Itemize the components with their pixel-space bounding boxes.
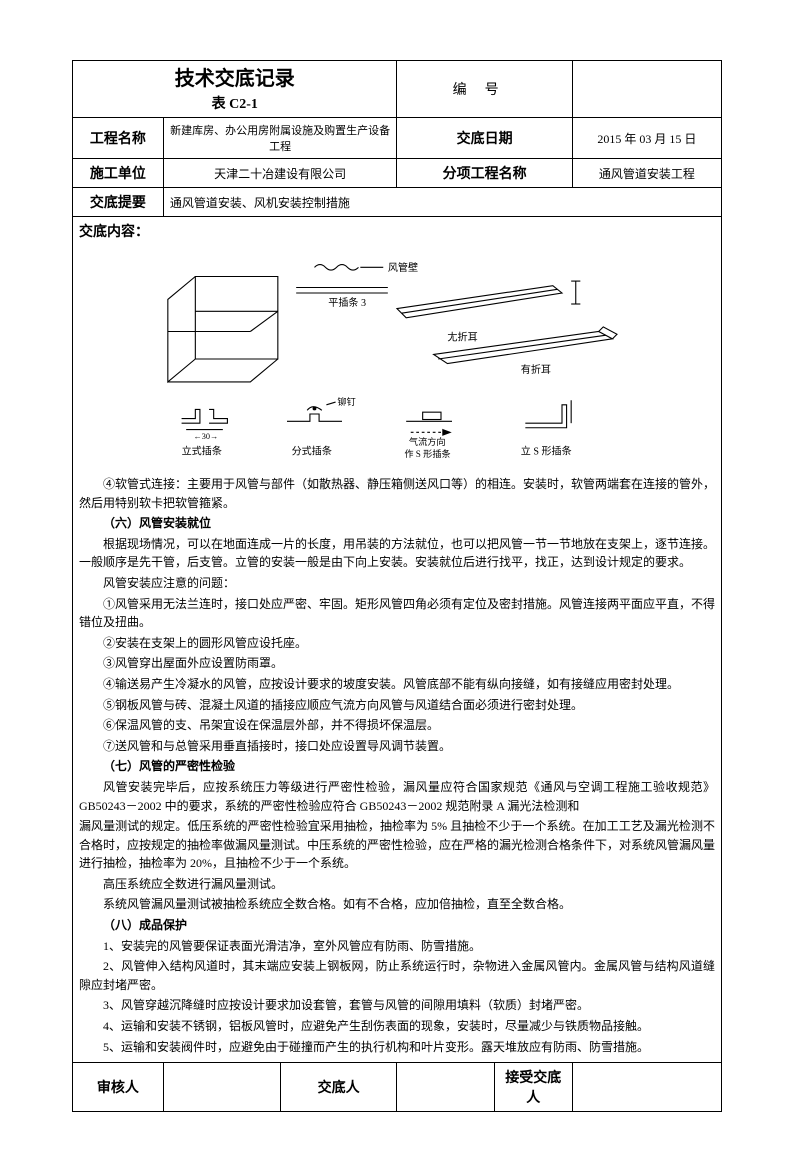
- unit-label: 施工单位: [73, 159, 164, 188]
- summary-value: 通风管道安装、风机安装控制措施: [163, 188, 721, 217]
- p14: 系统风管漏风量测试被抽检系统应全数合格。如有不合格，应加倍抽检，直至全数合格。: [79, 895, 715, 914]
- unit-value: 天津二十冶建设有限公司: [163, 159, 397, 188]
- receiver-value: [572, 1063, 721, 1112]
- p18: 4、运输和安装不锈钢，铝板风管时，应避免产生刮伤表面的现象，安装时，尽量减少与铁…: [79, 1017, 715, 1036]
- title-cell: 技术交底记录 表 C2-1: [73, 61, 397, 118]
- label-wall: 风管壁: [388, 261, 418, 274]
- serial-label: 编号: [397, 61, 572, 118]
- p16: 2、风管伸入结构风道时，其末端应安装上钢板网，防止系统运行时，杂物进入金属风管内…: [79, 957, 715, 994]
- content-label: 交底内容：: [73, 217, 722, 246]
- reviewer-value: [163, 1063, 280, 1112]
- date-label: 交底日期: [397, 118, 572, 159]
- p7: ④输送易产生冷凝水的风管，应按设计要求的坡度安装。风管底部不能有纵向接缝，如有接…: [79, 675, 715, 694]
- title-main: 技术交底记录: [79, 65, 390, 93]
- p10: ⑦送风管和与总管采用垂直插接时，接口处应设置导风调节装置。: [79, 737, 715, 756]
- project-name-label: 工程名称: [73, 118, 164, 159]
- title-sub: 表 C2-1: [79, 93, 390, 113]
- presenter-value: [397, 1063, 494, 1112]
- label-flat: 平插条 3: [328, 296, 366, 309]
- p6: ③风管穿出屋面外应设置防雨罩。: [79, 654, 715, 673]
- label-ls: 立 S 形插条: [521, 444, 572, 457]
- record-table: 技术交底记录 表 C2-1 编号 工程名称 新建库房、办公用房附属设施及购置生产…: [72, 60, 722, 1112]
- p12: 漏风量测试的规定。低压系统的严密性检验宜采用抽检，抽检率为 5% 且抽检不少于一…: [79, 817, 715, 873]
- subproject-value: 通风管道安装工程: [572, 159, 721, 188]
- p3: 风管安装应注意的问题：: [79, 574, 715, 593]
- label-fen: 分式插条: [292, 444, 332, 457]
- p13: 高压系统应全数进行漏风量测试。: [79, 875, 715, 894]
- serial-value: [572, 61, 721, 118]
- page: 技术交底记录 表 C2-1 编号 工程名称 新建库房、办公用房附属设施及购置生产…: [0, 0, 794, 1162]
- h6: （六）风管安装就位: [79, 514, 715, 533]
- date-value: 2015 年 03 月 15 日: [572, 118, 721, 159]
- label-s: 作 S 形插条: [404, 448, 450, 459]
- p4: ①风管采用无法兰连时，接口处应严密、牢固。矩形风管四角必须有定位及密封措施。风管…: [79, 595, 715, 632]
- label-nofold: 尢折耳: [447, 331, 477, 344]
- presenter-label: 交底人: [280, 1063, 397, 1112]
- label-rivet: 铆钉: [337, 396, 355, 407]
- svg-text:←30→: ←30→: [194, 432, 219, 441]
- p15: 1、安装完的风管要保证表面光滑洁净，室外风管应有防雨、防雪措施。: [79, 937, 715, 956]
- p1: ④软管式连接：主要用于风管与部件（如散热器、静压箱侧送风口等）的相连。安装时，软…: [79, 475, 715, 512]
- receiver-label: 接受交底人: [494, 1063, 572, 1112]
- p5: ②安装在支架上的圆形风管应设托座。: [79, 634, 715, 653]
- p2: 根据现场情况，可以在地面连成一片的长度，用吊装的方法就位，也可以把风管一节一节地…: [79, 535, 715, 572]
- h8: （八）成品保护: [79, 916, 715, 935]
- p17: 3、风管穿越沉降缝时应按设计要求加设套管，套管与风管的间隙用填料（软质）封堵严密…: [79, 996, 715, 1015]
- p11: 风管安装完毕后，应按系统压力等级进行严密性检验，漏风量应符合国家规范《通风与空调…: [79, 778, 715, 815]
- summary-label: 交底提要: [73, 188, 164, 217]
- p9: ⑥保温风管的支、吊架宜设在保温层外部，并不得损坏保温层。: [79, 716, 715, 735]
- label-li: 立式插条: [182, 444, 222, 457]
- project-name-value: 新建库房、办公用房附属设施及购置生产设备工程: [163, 118, 397, 159]
- label-air: 气流方向: [409, 436, 446, 447]
- p19: 5、运输和安装阀件时，应避免由于碰撞而产生的执行机构和叶片变形。露天堆放应有防雨…: [79, 1038, 715, 1057]
- reviewer-label: 审核人: [73, 1063, 164, 1112]
- body-text: ④软管式连接：主要用于风管与部件（如散热器、静压箱侧送风口等）的相连。安装时，软…: [79, 475, 715, 1056]
- content-cell: 风管壁 平插条 3 尢折耳 有折: [73, 245, 722, 1063]
- h7: （七）风管的严密性检验: [79, 757, 715, 776]
- subproject-label: 分项工程名称: [397, 159, 572, 188]
- p8: ⑤钢板风管与砖、混凝土风道的插接应顺应气流方向风管与风道结合面必须进行密封处理。: [79, 696, 715, 715]
- duct-diagram: 风管壁 平插条 3 尢折耳 有折: [79, 249, 715, 469]
- label-fold: 有折耳: [521, 363, 551, 376]
